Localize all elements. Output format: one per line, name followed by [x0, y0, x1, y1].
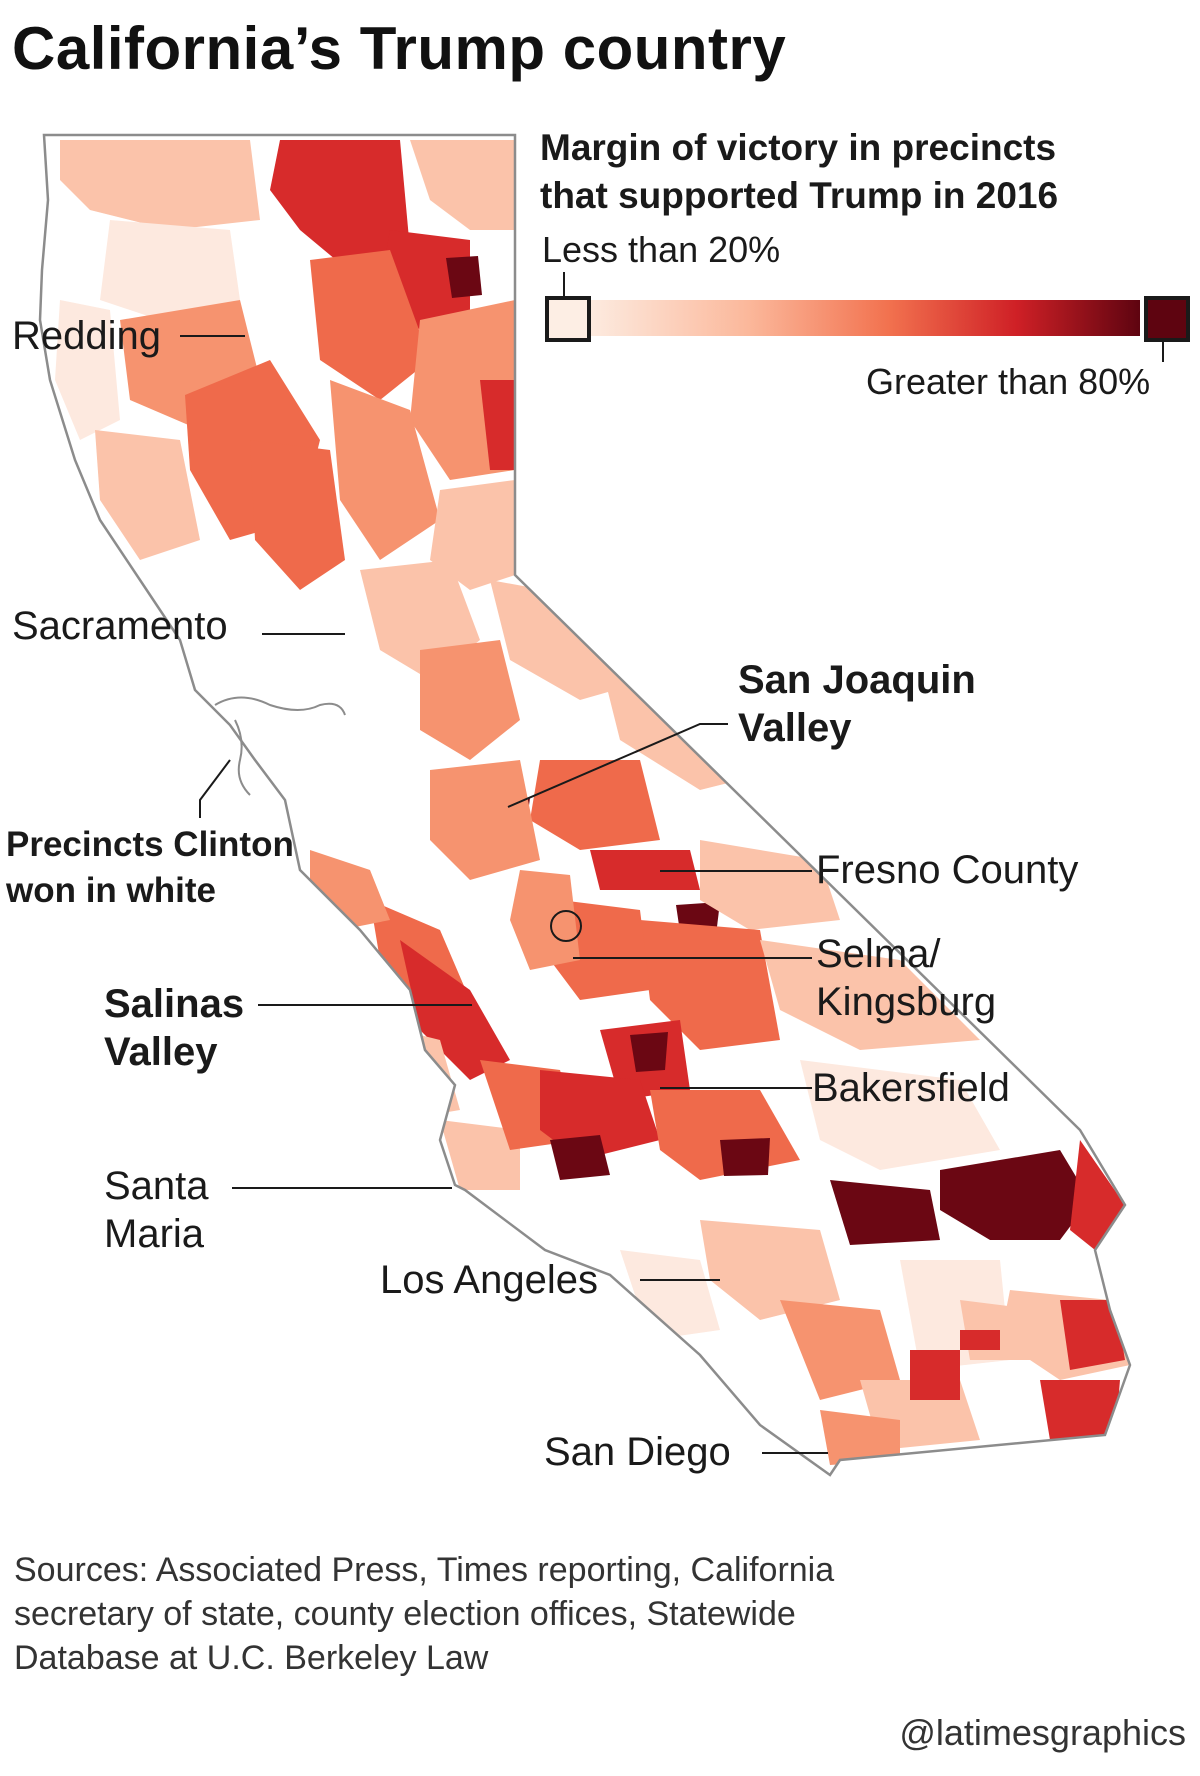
sources-line: Sources: Associated Press, Times reporti… — [14, 1551, 835, 1589]
label-santa-maria: Santa Maria — [104, 1162, 209, 1258]
precinct-region — [250, 440, 345, 590]
legend-high-label: Greater than 80% — [866, 361, 1151, 402]
label-san-diego: San Diego — [544, 1430, 731, 1474]
label-line: Valley — [738, 706, 852, 750]
label-line: Santa — [104, 1164, 209, 1208]
precinct-region — [1040, 1380, 1120, 1440]
precinct-region — [95, 430, 200, 560]
precinct-region — [540, 1070, 660, 1160]
legend-title: Margin of victory in precincts that supp… — [540, 124, 1058, 220]
label-san-joaquin-valley: San Joaquin Valley — [738, 656, 976, 752]
credit-handle: @latimesgraphics — [899, 1712, 1186, 1753]
precinct-region — [910, 1350, 960, 1400]
label-line: Salinas — [104, 982, 245, 1026]
precinct-region — [440, 1120, 520, 1190]
legend-title-line: Margin of victory in precincts — [540, 127, 1057, 168]
precinct-region — [940, 1150, 1090, 1240]
precinct-region — [410, 140, 515, 230]
legend-low-swatch — [545, 296, 591, 342]
precinct-region — [400, 940, 510, 1080]
label-line: Valley — [104, 1030, 218, 1074]
label-fresno-county: Fresno County — [816, 848, 1079, 892]
precinct-region — [1070, 1140, 1125, 1250]
precinct-region — [446, 256, 482, 298]
selma-kingsburg-marker — [550, 910, 582, 942]
precinct-region — [100, 220, 240, 320]
label-sacramento: Sacramento — [12, 604, 228, 648]
precinct-region — [330, 380, 440, 560]
precinct-region — [430, 760, 540, 880]
state-outline — [38, 133, 1132, 1477]
precinct-region — [700, 1220, 840, 1320]
label-line: won in white — [6, 871, 216, 910]
precinct-region — [310, 250, 430, 400]
sources-note: Sources: Associated Press, Times reporti… — [14, 1548, 1014, 1680]
precinct-region — [960, 1330, 1000, 1350]
precinct-region — [830, 1180, 940, 1245]
san-joaquin-leader-line — [507, 723, 728, 808]
precinct-region — [590, 850, 700, 890]
precinct-region — [430, 480, 515, 590]
precinct-region — [60, 140, 260, 230]
precinct-region — [510, 870, 580, 970]
label-clinton-precincts: Precincts Clinton won in white — [6, 822, 294, 914]
precinct-region — [640, 920, 780, 1050]
label-line: Precincts Clinton — [6, 825, 294, 864]
precinct-region — [760, 940, 980, 1050]
label-los-angeles: Los Angeles — [380, 1258, 598, 1302]
precinct-region — [550, 1135, 610, 1180]
label-line: Maria — [104, 1212, 205, 1256]
legend-low-label: Less than 20% — [542, 229, 781, 270]
sources-line: secretary of state, county election offi… — [14, 1595, 796, 1633]
precinct-region — [800, 1060, 1000, 1170]
label-salinas-valley: Salinas Valley — [104, 980, 244, 1076]
precinct-region — [420, 640, 520, 760]
precinct-region — [55, 300, 120, 440]
precinct-region — [1060, 1300, 1125, 1370]
clinton-leader-line — [199, 759, 231, 818]
precinct-region — [700, 840, 840, 930]
precinct-region — [270, 140, 410, 280]
precinct-region — [720, 1138, 770, 1176]
label-line: Kingsburg — [816, 980, 997, 1024]
precinct-region — [630, 1032, 668, 1072]
label-line: Selma/ — [816, 932, 941, 976]
precinct-region — [820, 1410, 900, 1465]
precinct-region — [480, 380, 515, 470]
map-title: California’s Trump country — [12, 15, 787, 82]
label-selma-kingsburg: Selma/ Kingsburg — [816, 930, 996, 1026]
label-redding: Redding — [12, 314, 162, 358]
label-line: San Joaquin — [738, 658, 976, 702]
sources-line: Database at U.C. Berkeley Law — [14, 1639, 489, 1677]
precinct-region — [780, 1300, 900, 1400]
bay-area-water — [214, 696, 346, 796]
label-leader-lines — [180, 272, 1164, 1454]
legend-title-line: that supported Trump in 2016 — [540, 175, 1059, 216]
legend-high-swatch — [1144, 296, 1190, 342]
legend-color-ramp — [580, 300, 1140, 336]
label-bakersfield: Bakersfield — [812, 1066, 1010, 1110]
